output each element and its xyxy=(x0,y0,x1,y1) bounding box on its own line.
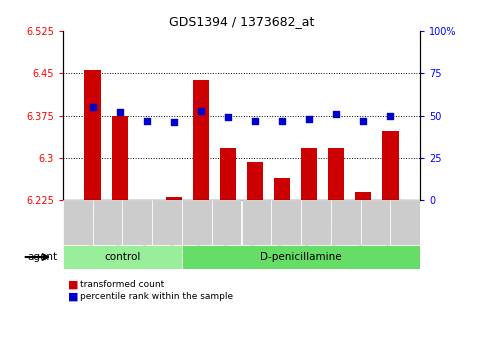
Bar xyxy=(182,200,212,245)
Point xyxy=(359,118,367,124)
Bar xyxy=(247,162,263,200)
Bar xyxy=(152,200,182,245)
Point xyxy=(386,113,394,118)
Point xyxy=(278,118,286,124)
Bar xyxy=(63,200,93,245)
Text: agent: agent xyxy=(28,252,58,262)
Point xyxy=(143,118,151,124)
Point xyxy=(305,116,313,122)
Bar xyxy=(390,200,420,245)
Point xyxy=(197,108,205,113)
Bar xyxy=(301,200,331,245)
Text: control: control xyxy=(104,252,141,262)
Bar xyxy=(274,178,290,200)
Point xyxy=(332,111,340,117)
Point xyxy=(170,120,178,125)
Bar xyxy=(271,200,301,245)
Bar xyxy=(301,148,317,200)
Bar xyxy=(242,200,271,245)
Bar xyxy=(63,245,182,269)
Bar xyxy=(331,200,361,245)
Bar xyxy=(328,148,344,200)
Bar xyxy=(182,245,420,269)
Text: D-penicillamine: D-penicillamine xyxy=(260,252,342,262)
Text: percentile rank within the sample: percentile rank within the sample xyxy=(80,292,233,301)
Bar xyxy=(193,80,209,200)
Bar xyxy=(220,148,236,200)
Title: GDS1394 / 1373682_at: GDS1394 / 1373682_at xyxy=(169,16,314,29)
Bar xyxy=(85,70,100,200)
Bar xyxy=(122,200,152,245)
Bar xyxy=(361,200,390,245)
Bar xyxy=(166,197,182,200)
Bar xyxy=(93,200,122,245)
Bar xyxy=(112,116,128,200)
Point xyxy=(251,118,259,124)
Point xyxy=(89,104,97,110)
Bar xyxy=(212,200,242,245)
Text: ■: ■ xyxy=(68,292,78,302)
Bar xyxy=(355,191,371,200)
Bar xyxy=(139,199,155,200)
Bar xyxy=(383,131,398,200)
Text: ■: ■ xyxy=(68,280,78,289)
Text: transformed count: transformed count xyxy=(80,280,164,289)
Point xyxy=(116,109,124,115)
Point xyxy=(224,115,232,120)
